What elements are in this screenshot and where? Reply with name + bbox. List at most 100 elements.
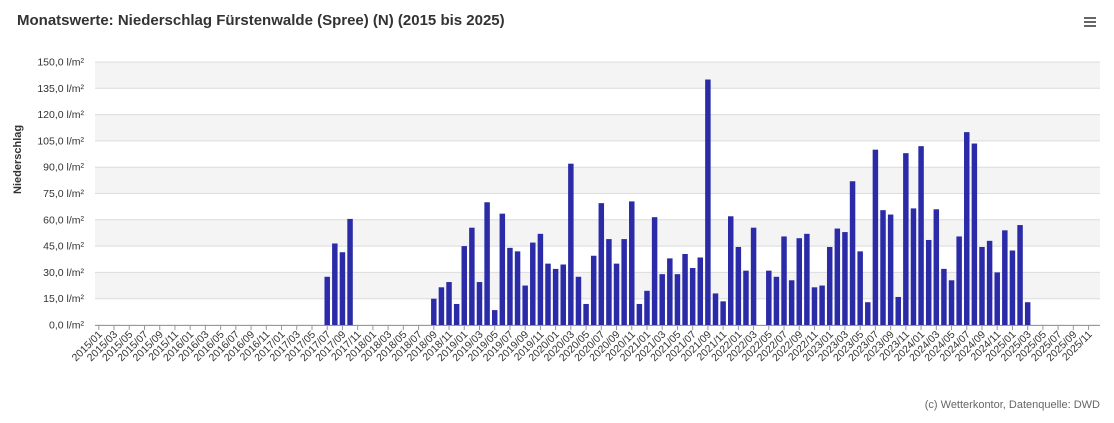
bar-2022/05 [766, 270, 772, 325]
bar-2020/10 [621, 239, 627, 325]
y-tick-label: 45,0 l/m² [43, 241, 84, 253]
bar-2018/09 [431, 298, 437, 325]
y-tick-label: 0,0 l/m² [49, 320, 85, 332]
bar-2021/10 [712, 293, 719, 325]
bar-2023/10 [895, 296, 901, 325]
bar-2019/05 [491, 310, 498, 325]
bar-2020/11 [629, 201, 635, 325]
bar-2024/01 [918, 146, 924, 325]
bar-2020/04 [575, 276, 582, 325]
bar-2019/07 [507, 247, 513, 325]
bar-2023/05 [857, 251, 863, 325]
plot-band [95, 167, 1100, 194]
bar-2019/11 [537, 233, 544, 325]
bar-2019/03 [476, 282, 483, 325]
bar-2020/02 [560, 264, 566, 325]
y-tick-label: 60,0 l/m² [43, 214, 84, 226]
bar-2024/02 [925, 239, 932, 325]
y-tick-label: 15,0 l/m² [43, 293, 84, 305]
bar-2022/12 [819, 285, 825, 325]
bar-2017/07 [324, 276, 330, 325]
bar-2021/06 [682, 253, 688, 325]
bar-2023/09 [887, 214, 894, 325]
bar-2020/09 [613, 263, 620, 325]
plot-band [95, 272, 1100, 299]
bar-2024/08 [971, 143, 978, 325]
bar-2023/03 [842, 232, 848, 325]
bar-2023/02 [834, 228, 841, 325]
bar-2021/11 [720, 301, 726, 325]
bar-2019/12 [545, 263, 551, 325]
bar-2020/03 [568, 163, 574, 325]
bar-2022/07 [781, 236, 787, 325]
bar-2018/11 [446, 282, 452, 325]
y-tick-label: 90,0 l/m² [43, 162, 84, 174]
bar-2022/02 [743, 270, 749, 325]
y-tick-label: 75,0 l/m² [43, 188, 84, 200]
bar-2019/01 [461, 246, 468, 325]
bar-2020/08 [606, 239, 612, 325]
bar-2024/10 [986, 240, 993, 325]
bar-2022/03 [750, 227, 757, 325]
bar-2022/10 [804, 233, 810, 325]
y-tick-label: 105,0 l/m² [37, 135, 84, 147]
bar-2021/01 [644, 290, 650, 325]
bar-2018/12 [453, 303, 460, 325]
bar-2022/01 [735, 246, 742, 325]
bar-2019/04 [484, 202, 490, 325]
bar-2024/07 [964, 132, 970, 325]
plot-band [95, 114, 1100, 141]
bar-2022/08 [788, 280, 795, 325]
y-tick-label: 30,0 l/m² [43, 267, 84, 279]
bar-2021/05 [674, 274, 681, 325]
bar-2023/07 [872, 149, 879, 325]
bar-2025/03 [1024, 302, 1031, 325]
bar-2020/07 [598, 203, 605, 325]
y-tick-label: 150,0 l/m² [37, 57, 84, 69]
bar-2021/07 [689, 268, 696, 325]
plot-band [95, 219, 1100, 247]
bar-2023/01 [826, 246, 833, 325]
bar-2021/03 [659, 274, 665, 325]
bar-2024/05 [948, 280, 955, 325]
bar-2021/02 [651, 217, 658, 325]
bar-2022/06 [773, 276, 780, 325]
bar-2021/12 [727, 216, 734, 325]
bar-2024/09 [979, 246, 985, 325]
bar-2017/10 [347, 218, 353, 325]
bar-2018/10 [438, 287, 445, 325]
bar-2017/08 [332, 243, 338, 325]
bar-2021/08 [697, 257, 704, 325]
bar-2023/12 [910, 208, 917, 325]
bar-2024/03 [933, 209, 940, 325]
bar-2021/09 [705, 79, 711, 326]
bar-2024/11 [994, 272, 1000, 325]
credits-text: (c) Wetterkontor, Datenquelle: DWD [924, 399, 1100, 411]
bar-2023/08 [880, 210, 886, 325]
bar-2017/09 [339, 252, 346, 325]
bar-2020/01 [552, 268, 559, 325]
y-tick-label: 120,0 l/m² [37, 109, 84, 121]
bar-2023/11 [903, 153, 909, 325]
bar-2020/12 [636, 303, 643, 325]
bar-2021/04 [667, 258, 673, 325]
bar-2019/09 [522, 285, 528, 325]
bar-2025/02 [1017, 225, 1023, 325]
bar-2024/04 [941, 268, 947, 325]
bar-2020/06 [590, 255, 597, 325]
y-tick-label: 135,0 l/m² [37, 83, 84, 95]
bar-2024/12 [1002, 230, 1008, 325]
bar-2019/02 [469, 227, 475, 325]
bar-2024/06 [956, 236, 962, 325]
bar-2019/06 [499, 213, 506, 325]
chart-title: Monatswerte: Niederschlag Fürstenwalde (… [17, 12, 505, 29]
bar-2022/11 [811, 287, 818, 325]
hamburger-menu-icon[interactable] [1082, 15, 1098, 29]
bar-2023/04 [849, 181, 856, 325]
bar-2022/09 [796, 238, 803, 325]
bar-2020/05 [583, 303, 589, 325]
bar-2025/01 [1009, 250, 1016, 325]
plot-band [95, 62, 1100, 89]
bar-2019/08 [514, 251, 521, 325]
